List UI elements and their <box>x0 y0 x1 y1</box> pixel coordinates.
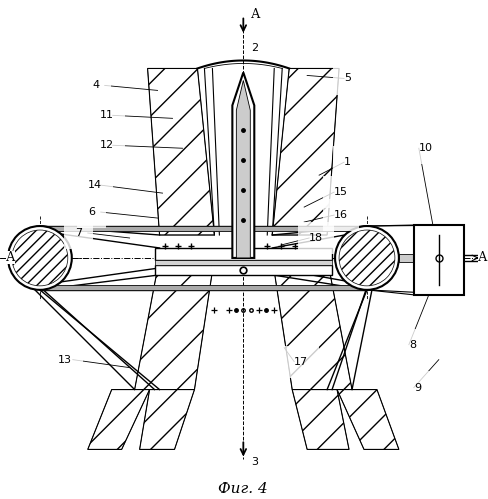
Text: 1: 1 <box>344 157 351 167</box>
Text: 3: 3 <box>251 458 258 468</box>
Text: 8: 8 <box>409 340 416 350</box>
Text: 2: 2 <box>251 42 259 52</box>
Text: 4: 4 <box>93 80 100 90</box>
Polygon shape <box>155 248 332 260</box>
Polygon shape <box>135 258 214 390</box>
Text: 13: 13 <box>58 355 72 365</box>
Text: 7: 7 <box>75 228 82 238</box>
Text: 9: 9 <box>414 383 421 393</box>
Polygon shape <box>155 265 332 275</box>
Bar <box>414 225 464 295</box>
Text: 10: 10 <box>419 143 433 153</box>
Polygon shape <box>232 72 254 258</box>
Text: 17: 17 <box>294 357 308 367</box>
Text: 16: 16 <box>334 210 348 220</box>
Text: А: А <box>478 251 487 264</box>
Text: 6: 6 <box>88 207 95 217</box>
Text: 11: 11 <box>100 110 114 120</box>
Polygon shape <box>272 68 339 235</box>
Text: А: А <box>6 251 16 264</box>
Polygon shape <box>88 390 150 450</box>
Polygon shape <box>236 80 250 258</box>
Polygon shape <box>399 254 414 262</box>
Polygon shape <box>292 390 349 450</box>
Text: 15: 15 <box>334 187 348 197</box>
Text: 12: 12 <box>100 140 114 150</box>
Circle shape <box>335 226 399 290</box>
Text: 5: 5 <box>344 73 351 83</box>
Polygon shape <box>140 390 194 450</box>
Polygon shape <box>155 260 332 265</box>
Polygon shape <box>40 285 367 290</box>
Polygon shape <box>337 390 399 450</box>
Text: 18: 18 <box>309 233 323 243</box>
Polygon shape <box>272 258 352 390</box>
Circle shape <box>8 226 72 290</box>
Polygon shape <box>40 226 367 231</box>
Text: 14: 14 <box>88 180 102 190</box>
Text: А: А <box>251 8 261 21</box>
Polygon shape <box>147 68 214 235</box>
Text: Фиг. 4: Фиг. 4 <box>219 483 268 497</box>
